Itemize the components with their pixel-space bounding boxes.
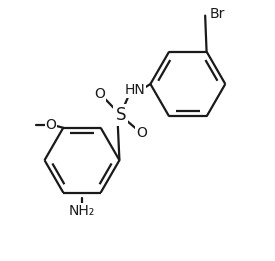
Text: O: O (46, 118, 56, 132)
Text: Br: Br (210, 7, 225, 21)
Text: HN: HN (125, 84, 145, 97)
Text: O: O (136, 126, 147, 140)
Text: NH₂: NH₂ (69, 204, 95, 218)
Text: S: S (116, 106, 126, 124)
Text: O: O (95, 87, 106, 101)
